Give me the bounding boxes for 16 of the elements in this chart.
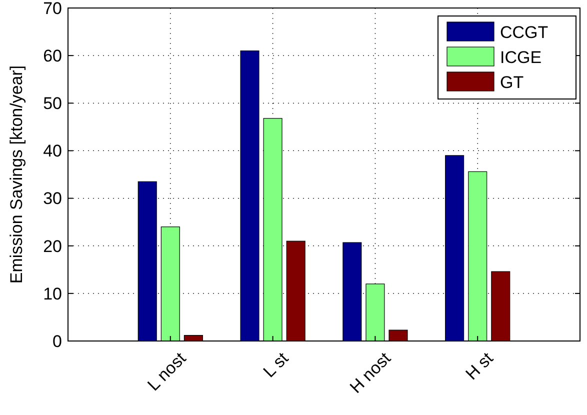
x-tick-label: H st [462, 348, 498, 384]
legend-label: CCGT [500, 22, 548, 42]
y-tick-label: 20 [43, 236, 62, 256]
x-tick-label: L st [260, 348, 292, 382]
x-tick-label: L nost [144, 348, 190, 395]
y-tick-label: 70 [43, 0, 62, 18]
y-axis-title: Emission Savings [kton/year] [7, 65, 26, 284]
y-tick-label: 40 [43, 142, 62, 161]
legend-label: ICGE [500, 48, 542, 67]
y-tick-label: 30 [43, 189, 62, 208]
x-tick-label: H nost [346, 348, 395, 397]
y-tick-label: 0 [52, 332, 62, 351]
y-tick-label: 10 [43, 284, 62, 304]
y-tick-label: 50 [43, 94, 62, 114]
legend-label: GT [500, 72, 524, 92]
y-tick-label: 60 [43, 46, 62, 66]
